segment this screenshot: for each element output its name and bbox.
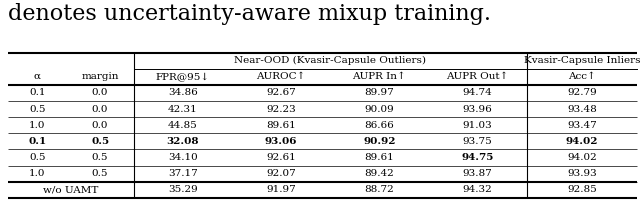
Text: 89.97: 89.97 <box>364 88 394 97</box>
Text: 94.74: 94.74 <box>463 88 492 97</box>
Text: 91.97: 91.97 <box>266 185 296 194</box>
Text: 93.87: 93.87 <box>463 169 492 178</box>
Text: 93.47: 93.47 <box>567 121 596 130</box>
Text: 0.5: 0.5 <box>29 105 45 114</box>
Text: 0.5: 0.5 <box>29 153 45 162</box>
Text: Kvasir-Capsule Inliers: Kvasir-Capsule Inliers <box>524 56 640 65</box>
Text: AUROC↑: AUROC↑ <box>256 72 306 81</box>
Text: 0.5: 0.5 <box>92 169 108 178</box>
Text: 89.61: 89.61 <box>266 121 296 130</box>
Text: 0.5: 0.5 <box>92 153 108 162</box>
Text: AUPR In↑: AUPR In↑ <box>353 72 406 81</box>
Text: 93.48: 93.48 <box>567 105 596 114</box>
Text: 94.02: 94.02 <box>567 153 596 162</box>
Text: Acc↑: Acc↑ <box>568 72 596 81</box>
Text: 90.09: 90.09 <box>364 105 394 114</box>
Text: 93.93: 93.93 <box>567 169 596 178</box>
Text: α: α <box>34 72 41 81</box>
Text: 92.23: 92.23 <box>266 105 296 114</box>
Text: 0.0: 0.0 <box>92 121 108 130</box>
Text: denotes uncertainty-aware mixup training.: denotes uncertainty-aware mixup training… <box>8 3 491 25</box>
Text: AUPR Out↑: AUPR Out↑ <box>446 72 509 81</box>
Text: 0.1: 0.1 <box>29 88 45 97</box>
Text: 92.85: 92.85 <box>567 185 596 194</box>
Text: 94.02: 94.02 <box>566 137 598 146</box>
Text: Near-OOD (Kvasir-Capsule Outliers): Near-OOD (Kvasir-Capsule Outliers) <box>234 56 426 65</box>
Text: 91.03: 91.03 <box>463 121 492 130</box>
Text: w/o UAMT: w/o UAMT <box>43 185 99 194</box>
Text: 86.66: 86.66 <box>364 121 394 130</box>
Text: 0.1: 0.1 <box>28 137 46 146</box>
Text: 92.67: 92.67 <box>266 88 296 97</box>
Text: 37.17: 37.17 <box>168 169 198 178</box>
Text: 92.79: 92.79 <box>567 88 596 97</box>
Text: 90.92: 90.92 <box>363 137 396 146</box>
Text: 89.61: 89.61 <box>364 153 394 162</box>
Text: 32.08: 32.08 <box>166 137 199 146</box>
Text: 0.0: 0.0 <box>92 105 108 114</box>
Text: 93.96: 93.96 <box>463 105 492 114</box>
Text: 92.07: 92.07 <box>266 169 296 178</box>
Text: 93.06: 93.06 <box>265 137 297 146</box>
Text: FPR@95↓: FPR@95↓ <box>156 72 210 81</box>
Text: 42.31: 42.31 <box>168 105 198 114</box>
Text: margin: margin <box>81 72 119 81</box>
Text: 34.10: 34.10 <box>168 153 198 162</box>
Text: 92.61: 92.61 <box>266 153 296 162</box>
Text: 44.85: 44.85 <box>168 121 198 130</box>
Text: 88.72: 88.72 <box>364 185 394 194</box>
Text: 89.42: 89.42 <box>364 169 394 178</box>
Text: 93.75: 93.75 <box>463 137 492 146</box>
Text: 94.75: 94.75 <box>461 153 493 162</box>
Text: 1.0: 1.0 <box>29 121 45 130</box>
Text: 34.86: 34.86 <box>168 88 198 97</box>
Text: 94.32: 94.32 <box>463 185 492 194</box>
Text: 35.29: 35.29 <box>168 185 198 194</box>
Text: 0.5: 0.5 <box>91 137 109 146</box>
Text: 0.0: 0.0 <box>92 88 108 97</box>
Text: 1.0: 1.0 <box>29 169 45 178</box>
